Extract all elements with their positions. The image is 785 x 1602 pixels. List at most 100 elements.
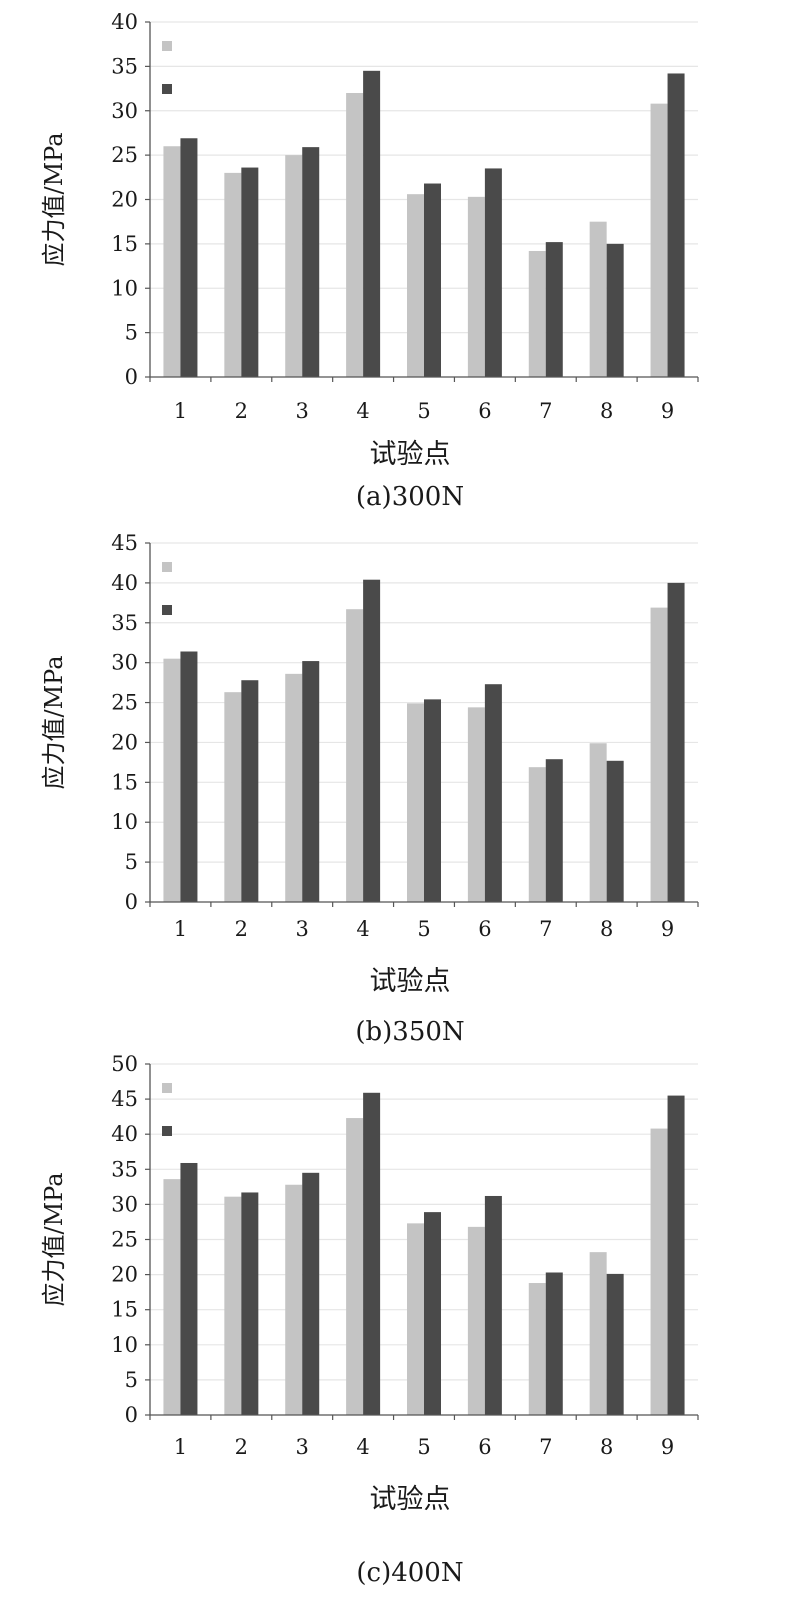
- bar-series-1-point-8: [589, 1252, 607, 1415]
- legend-marker-series-2: [162, 605, 172, 615]
- y-tick-label: 15: [111, 1298, 138, 1322]
- bar-series-2-point-2: [241, 167, 259, 377]
- bar-series-1-point-3: [285, 155, 303, 377]
- y-tick-label: 5: [125, 1368, 138, 1392]
- y-axis-title: 应力值/MPa: [40, 132, 68, 266]
- y-tick-label: 20: [111, 1263, 138, 1287]
- bar-series-2-point-7: [545, 759, 563, 902]
- bar-series-2-point-8: [606, 760, 624, 902]
- x-axis-title: 试验点: [370, 439, 451, 470]
- bar-series-1-point-9: [650, 1128, 668, 1415]
- x-tick-label: 8: [600, 1435, 613, 1459]
- bar-series-1-point-3: [285, 673, 303, 902]
- y-axis-title: 应力值/MPa: [40, 655, 68, 789]
- x-tick-label: 1: [174, 399, 187, 423]
- bar-series-2-point-4: [363, 70, 381, 377]
- bar-series-2-point-3: [302, 1172, 320, 1415]
- y-tick-label: 10: [111, 1333, 138, 1357]
- x-tick-label: 9: [661, 1435, 674, 1459]
- bar-series-2-point-1: [180, 1162, 198, 1415]
- bar-series-2-point-2: [241, 1192, 259, 1415]
- x-tick-label: 1: [174, 1435, 187, 1459]
- y-tick-label: 25: [111, 1228, 138, 1252]
- bar-series-2-point-7: [545, 1272, 563, 1415]
- bar-series-2-point-3: [302, 147, 320, 377]
- y-tick-label: 35: [111, 54, 138, 78]
- y-tick-label: 35: [111, 611, 138, 635]
- y-tick-label: 15: [111, 770, 138, 794]
- chart-caption: (a)300N: [356, 482, 464, 512]
- bar-series-2-point-3: [302, 661, 320, 902]
- bar-series-1-point-5: [407, 194, 424, 377]
- y-tick-label: 5: [125, 321, 138, 345]
- bar-series-1-point-1: [163, 658, 181, 902]
- bar-series-1-point-9: [650, 103, 668, 378]
- bar-series-1-point-5: [407, 1223, 424, 1415]
- bar-series-1-point-7: [528, 250, 546, 377]
- x-tick-label: 2: [235, 917, 248, 941]
- y-tick-label: 30: [111, 99, 138, 123]
- bar-series-2-point-8: [606, 1273, 624, 1415]
- x-tick-label: 6: [478, 399, 491, 423]
- legend-marker-series-1: [162, 41, 172, 51]
- x-tick-label: 7: [539, 1435, 552, 1459]
- y-tick-label: 30: [111, 651, 138, 675]
- y-tick-label: 45: [111, 531, 138, 555]
- x-tick-label: 3: [296, 1435, 309, 1459]
- y-tick-label: 20: [111, 188, 138, 212]
- x-tick-label: 6: [478, 1435, 491, 1459]
- y-tick-label: 10: [111, 810, 138, 834]
- y-tick-label: 0: [125, 890, 138, 914]
- y-tick-label: 25: [111, 143, 138, 167]
- y-tick-label: 10: [111, 276, 138, 300]
- bar-series-2-point-4: [363, 1092, 381, 1415]
- bar-series-1-point-8: [589, 221, 607, 377]
- y-tick-label: 25: [111, 691, 138, 715]
- chart-caption: (b)350N: [355, 1017, 464, 1047]
- chart-caption: (c)400N: [356, 1558, 463, 1588]
- bar-series-2-point-2: [241, 680, 259, 902]
- bar-series-1-point-5: [407, 703, 424, 902]
- x-tick-label: 9: [661, 399, 674, 423]
- y-tick-label: 20: [111, 730, 138, 754]
- y-tick-label: 35: [111, 1157, 138, 1181]
- bar-series-1-point-6: [467, 196, 485, 377]
- x-tick-label: 7: [539, 399, 552, 423]
- x-tick-label: 6: [478, 917, 491, 941]
- y-tick-label: 40: [111, 1122, 138, 1146]
- x-tick-label: 3: [296, 399, 309, 423]
- x-tick-label: 1: [174, 917, 187, 941]
- x-tick-label: 7: [539, 917, 552, 941]
- bar-series-1-point-4: [346, 609, 364, 902]
- bar-series-1-point-6: [467, 707, 485, 902]
- x-tick-label: 2: [235, 399, 248, 423]
- y-tick-label: 5: [125, 850, 138, 874]
- bar-series-1-point-2: [224, 1196, 242, 1415]
- bar-series-1-point-9: [650, 607, 668, 902]
- bar-series-2-point-9: [667, 582, 685, 902]
- x-tick-label: 8: [600, 917, 613, 941]
- x-tick-label: 3: [296, 917, 309, 941]
- bar-series-1-point-4: [346, 1118, 364, 1415]
- y-tick-label: 45: [111, 1087, 138, 1111]
- x-tick-label: 9: [661, 917, 674, 941]
- bar-series-1-point-1: [163, 1179, 181, 1415]
- y-tick-label: 30: [111, 1192, 138, 1216]
- y-tick-label: 40: [111, 571, 138, 595]
- y-tick-label: 50: [111, 1052, 138, 1076]
- bar-series-1-point-2: [224, 172, 242, 377]
- y-axis-title: 应力值/MPa: [40, 1172, 68, 1306]
- y-tick-label: 15: [111, 232, 138, 256]
- bar-series-1-point-2: [224, 692, 242, 902]
- bar-series-1-point-7: [528, 767, 546, 902]
- bar-series-2-point-5: [424, 1212, 441, 1415]
- x-tick-label: 4: [356, 1435, 369, 1459]
- bar-series-2-point-1: [180, 138, 198, 377]
- legend-marker-series-1: [162, 562, 172, 572]
- y-tick-label: 0: [125, 365, 138, 389]
- bar-series-1-point-8: [589, 743, 607, 902]
- x-tick-label: 4: [356, 917, 369, 941]
